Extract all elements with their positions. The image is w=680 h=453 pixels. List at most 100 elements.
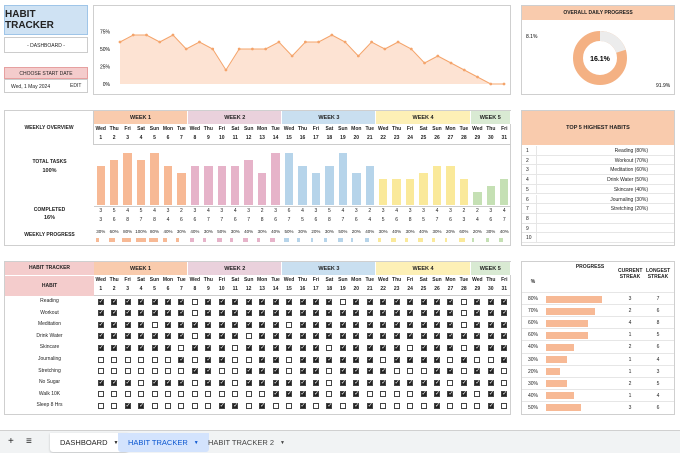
habit-checkbox[interactable] — [245, 356, 252, 363]
habit-checkbox[interactable] — [393, 321, 400, 329]
habit-checkbox[interactable] — [124, 368, 131, 375]
habit-checkbox[interactable] — [501, 344, 507, 352]
habit-checkbox[interactable] — [299, 344, 306, 352]
habit-checkbox[interactable] — [259, 309, 265, 317]
habit-checkbox[interactable] — [97, 391, 104, 398]
habit-checkbox[interactable] — [447, 298, 453, 306]
habit-checkbox[interactable] — [245, 321, 252, 329]
habit-checkbox[interactable] — [487, 379, 494, 387]
habit-checkbox[interactable] — [97, 379, 104, 387]
habit-checkbox[interactable] — [326, 309, 332, 317]
habit-checkbox[interactable] — [366, 402, 373, 410]
habit-checkbox[interactable] — [366, 356, 373, 364]
habit-checkbox[interactable] — [460, 379, 467, 387]
habit-checkbox[interactable] — [420, 309, 427, 317]
habit-checkbox[interactable] — [474, 379, 480, 387]
habit-checkbox[interactable] — [380, 298, 386, 306]
habit-checkbox[interactable] — [218, 298, 225, 306]
habit-checkbox[interactable] — [138, 368, 145, 375]
tab-habit-tracker[interactable]: HABIT TRACKER ▼ — [118, 433, 209, 452]
habit-checkbox[interactable] — [259, 298, 265, 306]
habit-checkbox[interactable] — [501, 309, 507, 317]
habit-checkbox[interactable] — [245, 367, 252, 375]
habit-checkbox[interactable] — [259, 332, 265, 340]
habit-checkbox[interactable] — [474, 356, 481, 363]
habit-checkbox[interactable] — [434, 356, 440, 364]
habit-checkbox[interactable] — [460, 310, 467, 317]
habit-checkbox[interactable] — [474, 321, 480, 329]
habit-checkbox[interactable] — [312, 379, 319, 387]
habit-checkbox[interactable] — [205, 309, 211, 317]
habit-checkbox[interactable] — [259, 356, 265, 364]
habit-checkbox[interactable] — [164, 402, 171, 409]
habit-checkbox[interactable] — [151, 402, 158, 409]
edit-button[interactable]: EDIT — [70, 83, 82, 89]
habit-checkbox[interactable] — [259, 321, 265, 329]
habit-checkbox[interactable] — [151, 344, 158, 352]
habit-checkbox[interactable] — [111, 402, 118, 409]
habit-checkbox[interactable] — [339, 402, 346, 409]
habit-checkbox[interactable] — [474, 402, 481, 409]
habit-checkbox[interactable] — [434, 402, 440, 410]
habit-checkbox[interactable] — [97, 344, 104, 352]
habit-checkbox[interactable] — [326, 298, 332, 306]
habit-checkbox[interactable] — [245, 344, 252, 352]
habit-checkbox[interactable] — [380, 344, 386, 352]
habit-checkbox[interactable] — [138, 298, 144, 306]
habit-checkbox[interactable] — [97, 309, 104, 317]
habit-checkbox[interactable] — [232, 321, 238, 329]
habit-checkbox[interactable] — [272, 367, 279, 375]
habit-checkbox[interactable] — [178, 391, 185, 398]
habit-checkbox[interactable] — [232, 309, 238, 317]
habit-checkbox[interactable] — [380, 367, 386, 375]
habit-checkbox[interactable] — [205, 402, 212, 409]
habit-checkbox[interactable] — [164, 356, 171, 363]
habit-checkbox[interactable] — [272, 321, 279, 329]
habit-checkbox[interactable] — [245, 402, 252, 409]
habit-checkbox[interactable] — [205, 332, 211, 340]
habit-checkbox[interactable] — [138, 332, 144, 340]
habit-checkbox[interactable] — [353, 356, 359, 364]
habit-checkbox[interactable] — [407, 332, 413, 340]
habit-checkbox[interactable] — [111, 391, 118, 398]
habit-checkbox[interactable] — [272, 332, 279, 340]
habit-checkbox[interactable] — [245, 298, 252, 306]
habit-checkbox[interactable] — [339, 332, 346, 340]
habit-checkbox[interactable] — [151, 391, 158, 398]
habit-checkbox[interactable] — [380, 309, 386, 317]
habit-checkbox[interactable] — [407, 402, 414, 409]
habit-checkbox[interactable] — [501, 332, 507, 340]
habit-checkbox[interactable] — [178, 356, 184, 364]
habit-checkbox[interactable] — [286, 298, 292, 306]
habit-checkbox[interactable] — [326, 344, 333, 351]
habit-checkbox[interactable] — [380, 332, 386, 340]
habit-checkbox[interactable] — [124, 379, 131, 387]
habit-checkbox[interactable] — [407, 356, 413, 364]
habit-checkbox[interactable] — [407, 344, 414, 351]
habit-checkbox[interactable] — [353, 309, 359, 317]
habit-checkbox[interactable] — [312, 321, 319, 329]
habit-checkbox[interactable] — [312, 356, 319, 364]
habit-checkbox[interactable] — [178, 298, 184, 306]
habit-checkbox[interactable] — [218, 402, 225, 410]
habit-checkbox[interactable] — [474, 309, 480, 317]
habit-checkbox[interactable] — [218, 309, 225, 317]
habit-checkbox[interactable] — [97, 298, 104, 306]
habit-checkbox[interactable] — [286, 368, 293, 375]
habit-checkbox[interactable] — [272, 309, 279, 317]
habit-checkbox[interactable] — [299, 298, 306, 306]
habit-checkbox[interactable] — [97, 356, 104, 363]
habit-checkbox[interactable] — [447, 390, 453, 398]
habit-checkbox[interactable] — [407, 321, 413, 329]
habit-checkbox[interactable] — [312, 402, 319, 409]
habit-checkbox[interactable] — [245, 391, 252, 398]
habit-checkbox[interactable] — [393, 332, 400, 340]
habit-checkbox[interactable] — [138, 379, 145, 386]
habit-checkbox[interactable] — [299, 367, 306, 375]
habit-checkbox[interactable] — [501, 402, 508, 409]
habit-checkbox[interactable] — [178, 344, 185, 351]
habit-checkbox[interactable] — [339, 321, 346, 329]
habit-checkbox[interactable] — [326, 332, 332, 340]
habit-checkbox[interactable] — [191, 321, 198, 329]
habit-checkbox[interactable] — [299, 402, 306, 410]
